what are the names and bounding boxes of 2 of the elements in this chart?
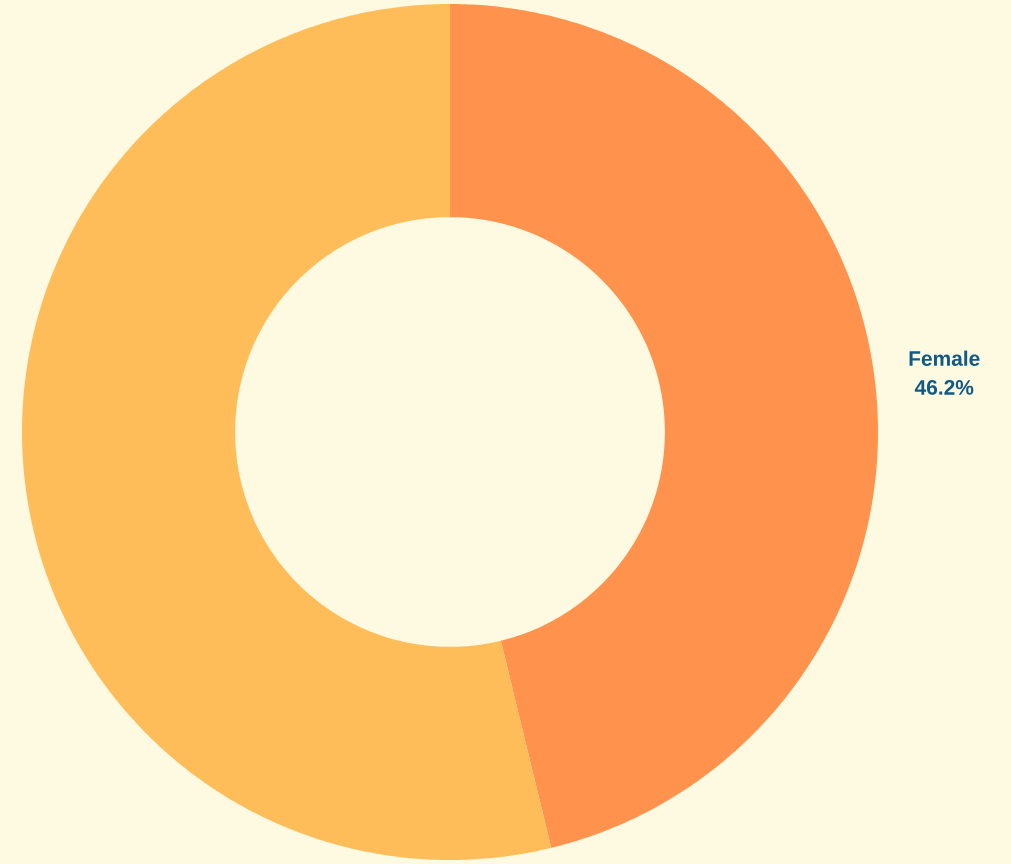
slice-label: Female (909, 350, 980, 366)
data-label: 46.2% (914, 380, 974, 395)
